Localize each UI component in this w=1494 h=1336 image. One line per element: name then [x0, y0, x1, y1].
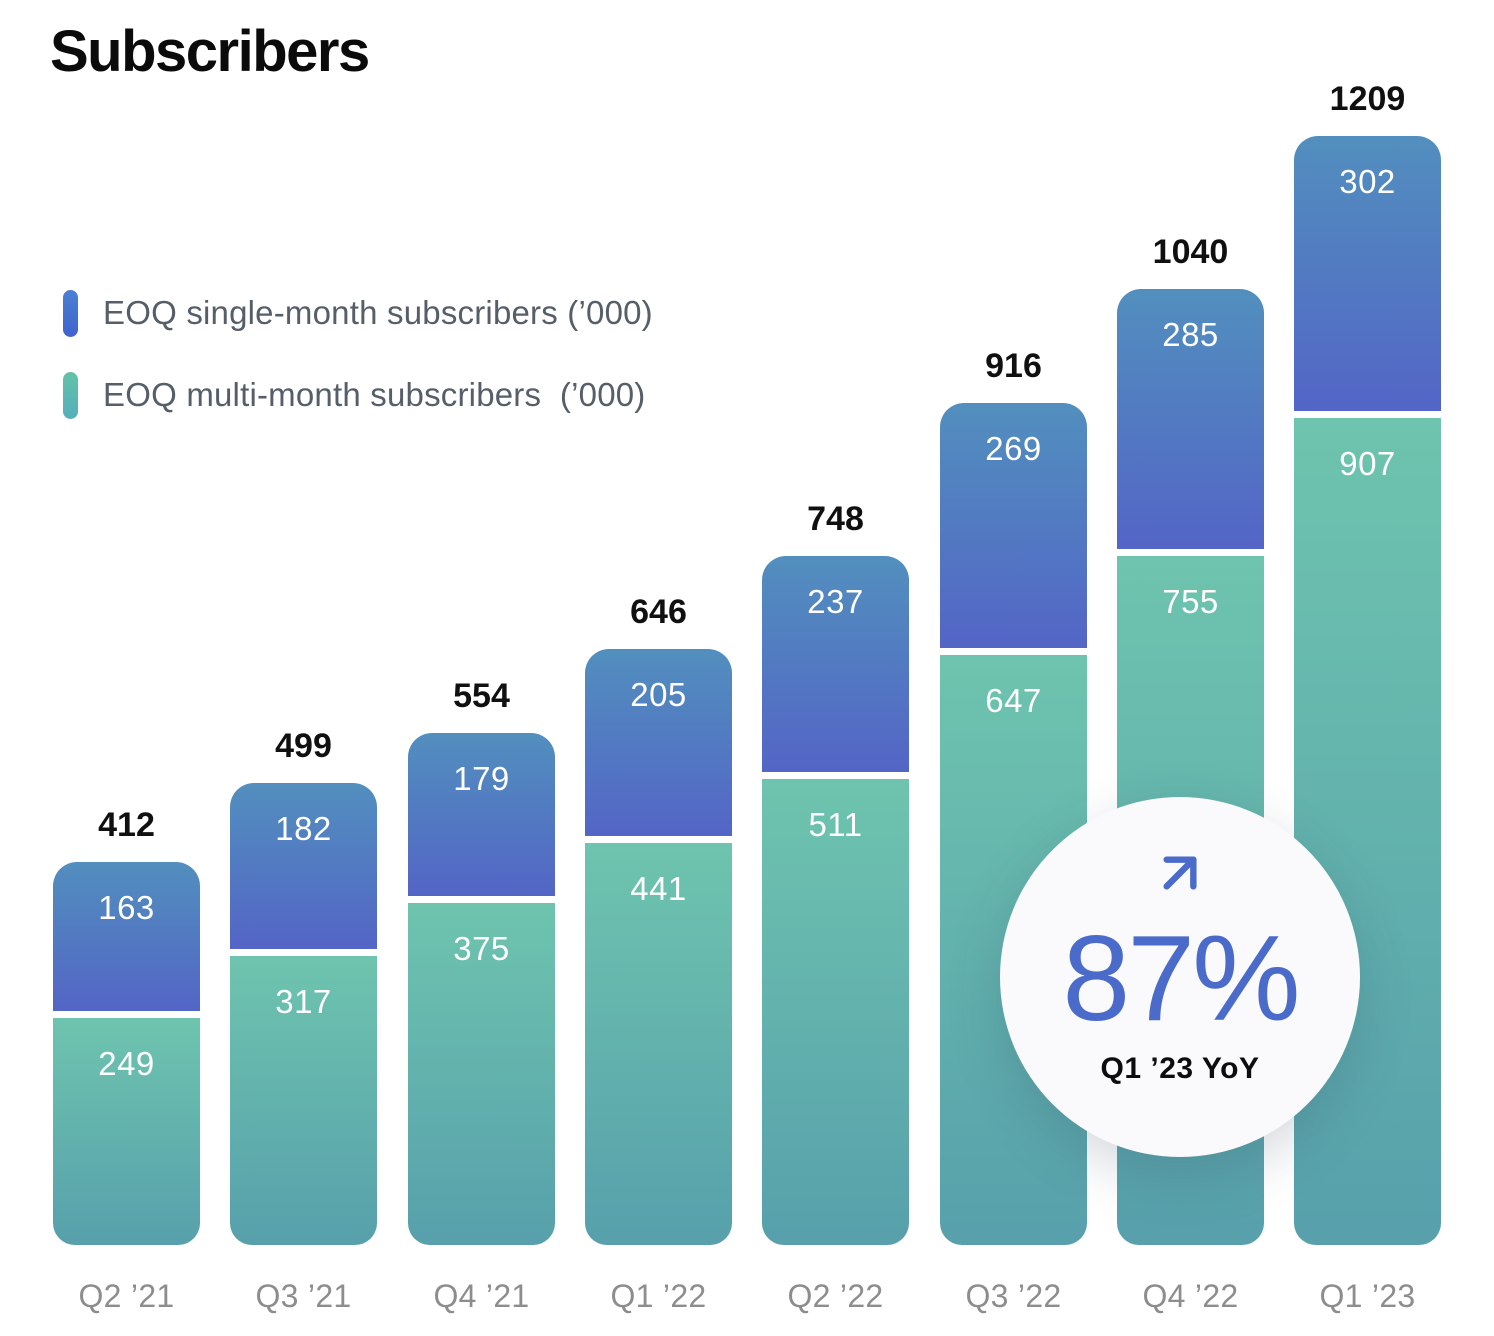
bar-group: 1209 302 907 Q1 ’23: [1294, 0, 1441, 1336]
segment-single-month: 182: [230, 783, 377, 949]
segment-multi-value: 647: [985, 682, 1042, 719]
segment-single-month: 285: [1117, 289, 1264, 549]
x-axis-category-label: Q1 ’22: [610, 1278, 707, 1314]
legend-item-multi-month: EOQ multi-month subscribers (’000): [63, 371, 646, 419]
arrow-up-right-icon: [1163, 856, 1197, 890]
segment-multi-value: 907: [1339, 445, 1396, 482]
segment-single-value: 182: [275, 810, 332, 847]
bar-total-label: 554: [453, 677, 510, 715]
bar-group: 554 179 375 Q4 ’21: [408, 0, 555, 1336]
bar-total-label: 1040: [1152, 233, 1229, 271]
segment-multi-value: 441: [630, 870, 687, 907]
segment-single-value: 285: [1162, 316, 1219, 353]
segment-single-month: 237: [762, 556, 909, 772]
x-axis-category-label: Q1 ’23: [1319, 1278, 1416, 1314]
segment-multi-value: 317: [275, 983, 332, 1020]
bar-group: 916 269 647 Q3 ’22: [940, 0, 1087, 1336]
x-axis-category-label: Q4 ’22: [1142, 1278, 1239, 1314]
legend-swatch-single-icon: [63, 289, 78, 337]
bar-total-label: 412: [98, 806, 155, 844]
segment-multi-month: 907: [1294, 418, 1441, 1245]
segment-single-value: 302: [1339, 163, 1396, 200]
bar-total-label: 499: [275, 727, 332, 765]
segment-single-value: 179: [453, 760, 510, 797]
bar-group: 748 237 511 Q2 ’22: [762, 0, 909, 1336]
legend-item-single-month: EOQ single-month subscribers (’000): [63, 289, 653, 337]
segment-multi-month: 249: [53, 1018, 200, 1245]
segment-multi-month: 317: [230, 956, 377, 1245]
segment-single-month: 302: [1294, 136, 1441, 411]
legend-swatch-multi-icon: [63, 371, 78, 419]
legend-label-multi: EOQ multi-month subscribers (’000): [103, 376, 646, 413]
x-axis-category-label: Q3 ’21: [255, 1278, 352, 1314]
yoy-caption: Q1 ’23 YoY: [1100, 1052, 1260, 1085]
bar-group: 499 182 317 Q3 ’21: [230, 0, 377, 1336]
yoy-growth-badge: 87% Q1 ’23 YoY: [1000, 797, 1360, 1157]
segment-single-month: 205: [585, 649, 732, 836]
bar-group: 412 163 249 Q2 ’21: [53, 0, 200, 1336]
segment-single-value: 237: [807, 583, 864, 620]
segment-single-month: 163: [53, 862, 200, 1011]
segment-multi-month: 511: [762, 779, 909, 1245]
segment-multi-month: 375: [408, 903, 555, 1245]
segment-multi-value: 375: [453, 930, 510, 967]
bar-group: 646 205 441 Q1 ’22: [585, 0, 732, 1336]
x-axis-category-label: Q2 ’22: [787, 1278, 884, 1314]
segment-single-month: 179: [408, 733, 555, 896]
bar-total-label: 916: [985, 347, 1042, 385]
x-axis-category-label: Q3 ’22: [965, 1278, 1062, 1314]
segment-multi-value: 249: [98, 1045, 155, 1082]
bar-total-label: 1209: [1329, 80, 1406, 118]
segment-single-month: 269: [940, 403, 1087, 648]
segment-single-value: 269: [985, 430, 1042, 467]
bar-total-label: 748: [807, 500, 864, 538]
chart-title: Subscribers: [50, 19, 370, 84]
bar-total-label: 646: [630, 593, 687, 631]
x-axis-category-label: Q2 ’21: [78, 1278, 175, 1314]
yoy-percentage: 87%: [1062, 910, 1300, 1046]
segment-multi-month: 441: [585, 843, 732, 1245]
segment-multi-value: 755: [1162, 583, 1219, 620]
legend-label-single: EOQ single-month subscribers (’000): [103, 294, 653, 331]
x-axis-category-label: Q4 ’21: [433, 1278, 530, 1314]
segment-single-value: 205: [630, 676, 687, 713]
segment-single-value: 163: [98, 889, 155, 926]
segment-multi-value: 511: [808, 806, 863, 843]
